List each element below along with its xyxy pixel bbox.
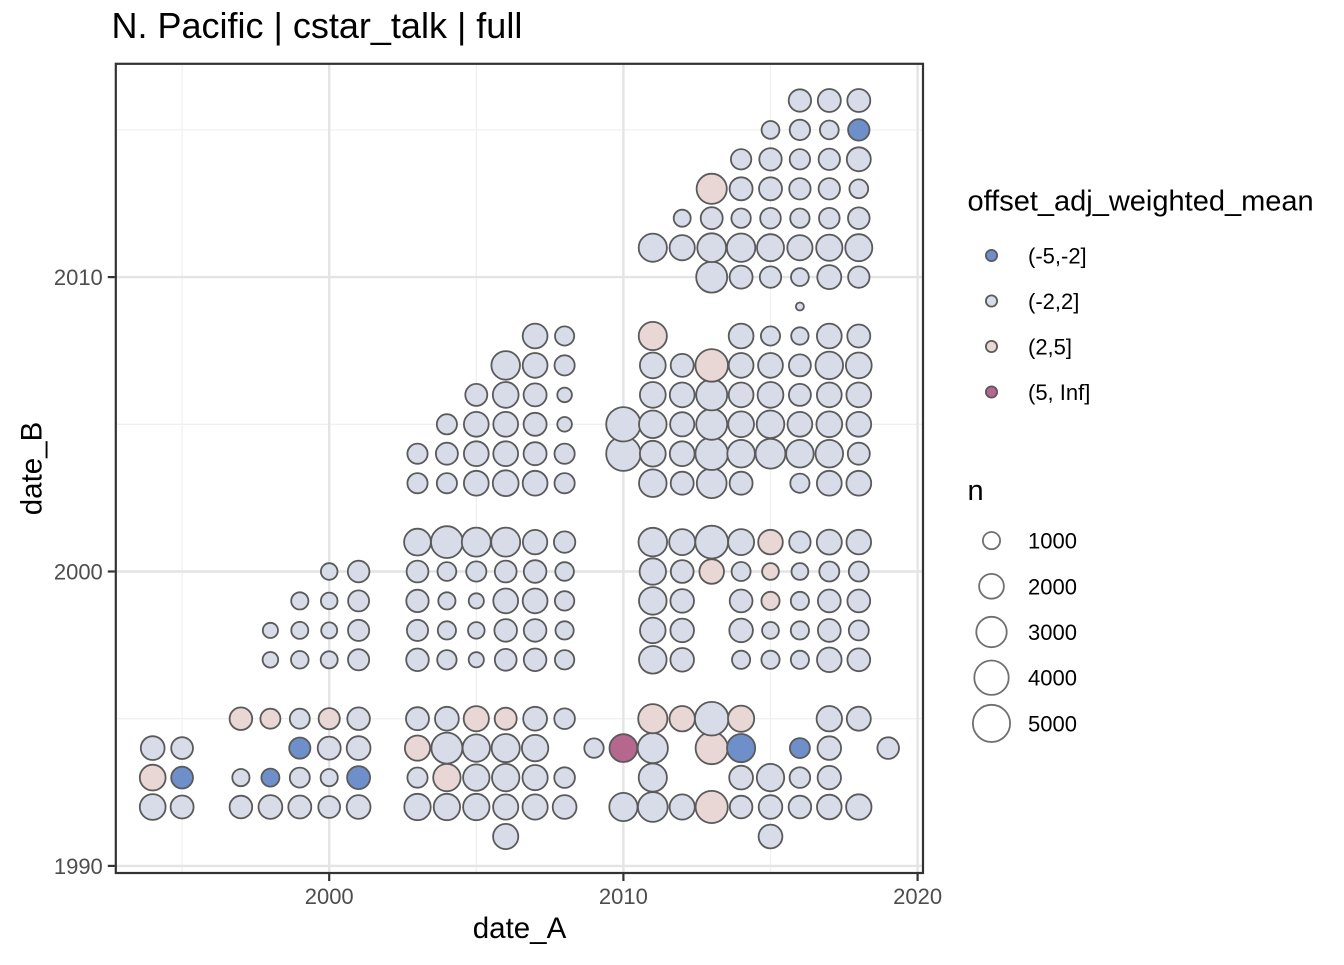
svg-text:1990: 1990	[54, 854, 103, 879]
svg-text:2000: 2000	[305, 884, 354, 909]
svg-text:4000: 4000	[1028, 666, 1077, 691]
svg-text:n: n	[968, 475, 984, 507]
svg-text:2010: 2010	[54, 265, 103, 290]
svg-text:N. Pacific | cstar_talk | full: N. Pacific | cstar_talk | full	[112, 5, 523, 46]
svg-text:5000: 5000	[1028, 711, 1077, 736]
svg-text:offset_adj_weighted_mean: offset_adj_weighted_mean	[968, 186, 1314, 218]
svg-text:date_B: date_B	[16, 422, 49, 516]
svg-text:(2,5]: (2,5]	[1028, 335, 1072, 360]
svg-text:2000: 2000	[54, 560, 103, 585]
svg-text:2000: 2000	[1028, 574, 1077, 599]
svg-text:3000: 3000	[1028, 620, 1077, 645]
svg-text:(5, Inf]: (5, Inf]	[1028, 380, 1090, 405]
svg-text:(-2,2]: (-2,2]	[1028, 289, 1079, 314]
svg-text:1000: 1000	[1028, 529, 1077, 554]
svg-text:2020: 2020	[893, 884, 942, 909]
svg-text:date_A: date_A	[473, 912, 567, 945]
svg-text:(-5,-2]: (-5,-2]	[1028, 244, 1087, 269]
svg-text:2010: 2010	[599, 884, 648, 909]
